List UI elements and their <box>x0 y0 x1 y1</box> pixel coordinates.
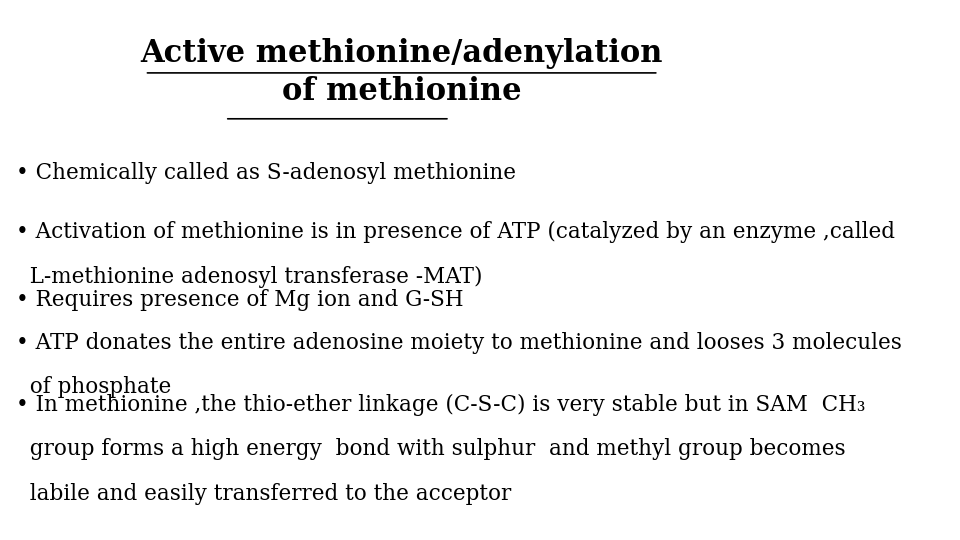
Text: • In methionine ,the thio-ether linkage (C-S-C) is very stable but in SAM  CH₃: • In methionine ,the thio-ether linkage … <box>16 394 866 416</box>
Text: • Chemically called as S-adenosyl methionine: • Chemically called as S-adenosyl methio… <box>16 162 516 184</box>
Text: of phosphate: of phosphate <box>16 376 171 399</box>
Text: Active methionine/adenylation
of methionine: Active methionine/adenylation of methion… <box>140 38 662 107</box>
Text: • Activation of methionine is in presence of ATP (catalyzed by an enzyme ,called: • Activation of methionine is in presenc… <box>16 221 895 244</box>
Text: group forms a high energy  bond with sulphur  and methyl group becomes: group forms a high energy bond with sulp… <box>16 438 846 461</box>
Text: • ATP donates the entire adenosine moiety to methionine and looses 3 molecules: • ATP donates the entire adenosine moiet… <box>16 332 902 354</box>
Text: labile and easily transferred to the acceptor: labile and easily transferred to the acc… <box>16 483 512 505</box>
Text: L-methionine adenosyl transferase -MAT): L-methionine adenosyl transferase -MAT) <box>16 266 483 288</box>
Text: • Requires presence of Mg ion and G-SH: • Requires presence of Mg ion and G-SH <box>16 289 464 311</box>
